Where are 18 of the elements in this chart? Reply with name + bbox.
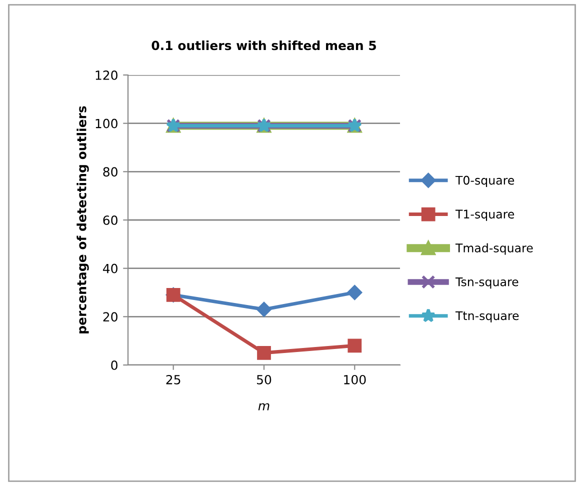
chart-title: 0.1 outliers with shifted mean 5 (152, 40, 376, 50)
y-tick-label: 60 (103, 215, 118, 225)
x-tick-label: 100 (344, 374, 366, 384)
y-tick-label: 20 (103, 312, 118, 322)
y-tick-label: 80 (103, 167, 118, 177)
y-tick-label: 40 (102, 264, 118, 274)
x-axis-title: m (258, 403, 270, 410)
x-tick-label: 50 (257, 374, 272, 384)
legend-label: T0-square (455, 176, 514, 187)
legend-label: Tsn-square (455, 278, 518, 289)
y-tick-label: 0 (111, 360, 118, 370)
legend-label: Tmad-square (455, 243, 533, 255)
y-axis-title: percentage of detecting outliers (76, 106, 89, 334)
legend-label: T1-square (455, 210, 514, 221)
x-tick-label: 25 (166, 374, 180, 384)
y-tick-label: 100 (96, 118, 118, 128)
legend-label: Ttn-square (455, 311, 519, 322)
y-tick-label: 120 (96, 70, 118, 80)
